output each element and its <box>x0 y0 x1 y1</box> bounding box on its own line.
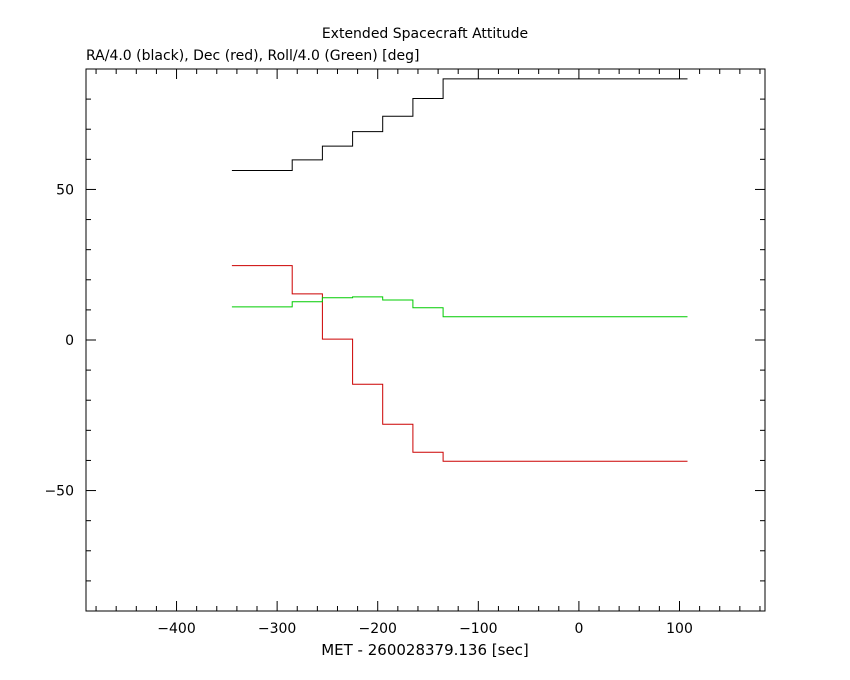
x-tick-label: 0 <box>574 621 583 637</box>
chart-subtitle: RA/4.0 (black), Dec (red), Roll/4.0 (Gre… <box>86 48 419 64</box>
x-tick-label: −100 <box>459 621 497 637</box>
x-tick-label: −200 <box>358 621 396 637</box>
x-tick-label: −400 <box>157 621 195 637</box>
y-tick-label: 0 <box>65 333 74 349</box>
y-tick-label: −50 <box>44 484 74 500</box>
plot-frame <box>85 68 766 612</box>
tick-labels-group: −400 −300 −200 −100 0 100 −50 0 50 <box>44 182 692 637</box>
ra-series-line <box>231 78 688 171</box>
dec-series-line <box>231 265 688 462</box>
x-axis-label: MET - 260028379.136 [sec] <box>321 641 529 659</box>
chart-title: Extended Spacecraft Attitude <box>322 26 528 42</box>
ticks-group <box>86 69 765 611</box>
x-tick-label: −300 <box>258 621 296 637</box>
x-tick-label: 100 <box>666 621 693 637</box>
roll-series-line <box>231 296 688 318</box>
series-group <box>231 78 688 462</box>
y-tick-label: 50 <box>56 182 74 198</box>
